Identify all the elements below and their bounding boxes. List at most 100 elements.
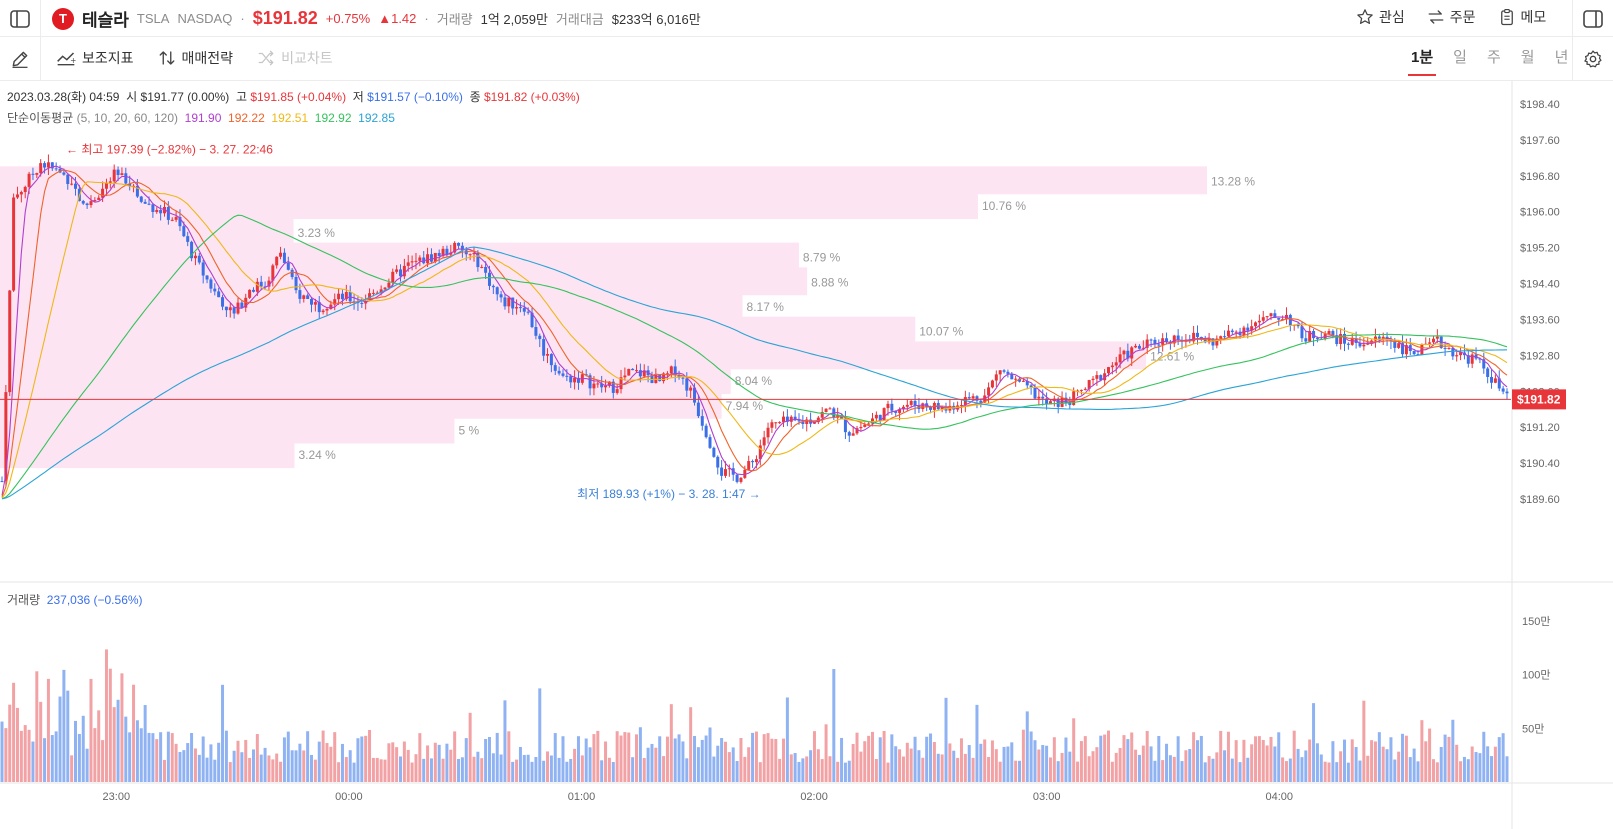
candle (859, 426, 863, 429)
volume-bar (805, 756, 809, 782)
volume-bar (116, 699, 120, 782)
strategy-button[interactable]: 매매전략 (158, 48, 233, 68)
order-button[interactable]: 주문 (1427, 7, 1476, 27)
candle (716, 456, 720, 468)
candle (217, 291, 221, 298)
volume-bar (170, 733, 174, 782)
volume-bar (1277, 732, 1281, 782)
ma60-value: 192.92 (314, 111, 352, 125)
volume-bar (422, 758, 426, 782)
candle (1300, 326, 1304, 339)
period-tab-2[interactable]: 주 (1486, 49, 1501, 66)
volume-profile-bar (0, 390, 722, 419)
candle (747, 461, 751, 470)
candle (197, 255, 201, 263)
volume-bar (600, 760, 604, 782)
volume-bar (704, 735, 708, 782)
candle (1018, 378, 1022, 382)
volume-bar (542, 760, 546, 782)
candle (762, 437, 766, 446)
candle (1099, 375, 1103, 381)
volume-profile-bar (0, 316, 916, 345)
period-tab-4[interactable]: 년 (1554, 49, 1569, 66)
volume-bar (1230, 758, 1234, 782)
candle (325, 308, 329, 311)
volume-bar (1168, 755, 1172, 782)
memo-button[interactable]: 메모 (1498, 7, 1546, 27)
candle (426, 254, 430, 264)
candle (132, 185, 136, 187)
watch-button[interactable]: 관심 (1356, 7, 1405, 27)
indicators-button[interactable]: + 보조지표 (56, 48, 134, 68)
volume-bar (944, 697, 948, 782)
volume-bar (1238, 762, 1242, 782)
candle (1176, 335, 1180, 340)
volume-bar (863, 741, 867, 782)
candle (286, 262, 290, 270)
volume-bar (990, 740, 994, 782)
candle (538, 335, 542, 340)
candle (1226, 330, 1230, 337)
panel-toggle-icon[interactable] (1573, 0, 1613, 37)
candle (1195, 332, 1199, 337)
volume-bar (398, 756, 402, 782)
compare-button[interactable]: 비교차트 (257, 48, 333, 68)
volume-bar (882, 730, 886, 782)
volume-bar (1397, 751, 1401, 782)
volume-bar (8, 704, 12, 782)
candle (929, 406, 933, 410)
period-tab-0[interactable]: 1분 (1408, 46, 1437, 76)
candle (1482, 359, 1486, 369)
candle (275, 256, 279, 266)
volume-bar (1254, 736, 1258, 782)
volume-bar (1366, 755, 1370, 782)
volume-bar (530, 761, 534, 782)
volume-bar (631, 757, 635, 782)
volume-bar (50, 735, 54, 782)
candle (584, 374, 588, 376)
period-tab-1[interactable]: 일 (1453, 49, 1467, 66)
candle (1265, 316, 1269, 318)
volume-bar (1219, 730, 1223, 782)
volume-bar (383, 759, 387, 782)
candle (689, 387, 693, 391)
candle (101, 188, 105, 198)
volume-bar (843, 762, 847, 782)
candle (1230, 330, 1234, 333)
candle (994, 374, 998, 381)
volume-bar (453, 731, 457, 782)
candle (898, 409, 902, 413)
tesla-logo: T (52, 7, 74, 30)
settings-gear-icon[interactable] (1573, 37, 1613, 81)
candle (70, 183, 74, 185)
volume-legend: 거래량 237,036 (−0.56%) (7, 591, 143, 608)
volume-bar (816, 749, 820, 782)
candle (1211, 338, 1215, 346)
volume-bar (987, 757, 991, 782)
volume-bar (596, 730, 600, 782)
sidebar-toggle-icon[interactable] (0, 0, 40, 37)
volume-bar (812, 731, 816, 782)
candle (573, 377, 577, 383)
volume-bar (503, 700, 507, 782)
draw-pencil-icon[interactable] (0, 37, 40, 81)
candle (1033, 387, 1037, 399)
volume-bar (93, 728, 97, 782)
candle (31, 173, 35, 175)
volume-bar (1048, 757, 1052, 782)
volume-bar (1370, 740, 1374, 782)
candle (824, 408, 828, 412)
candle (476, 252, 480, 268)
candle (1165, 338, 1169, 342)
volume-bar (1052, 737, 1056, 782)
volume-bar (1056, 761, 1060, 782)
candle (1362, 344, 1366, 347)
volume-profile-bar (0, 415, 455, 444)
period-tab-3[interactable]: 월 (1520, 49, 1535, 66)
volume-bar (1141, 745, 1145, 782)
price-chart[interactable]: 13.28 % 10.76 % 3.23 % 8.79 % 8.88 % 8.17 % 10… (0, 81, 1613, 829)
candle (557, 370, 561, 374)
candle (1048, 401, 1052, 405)
separator-dot: · (424, 11, 429, 26)
candle (371, 292, 375, 294)
